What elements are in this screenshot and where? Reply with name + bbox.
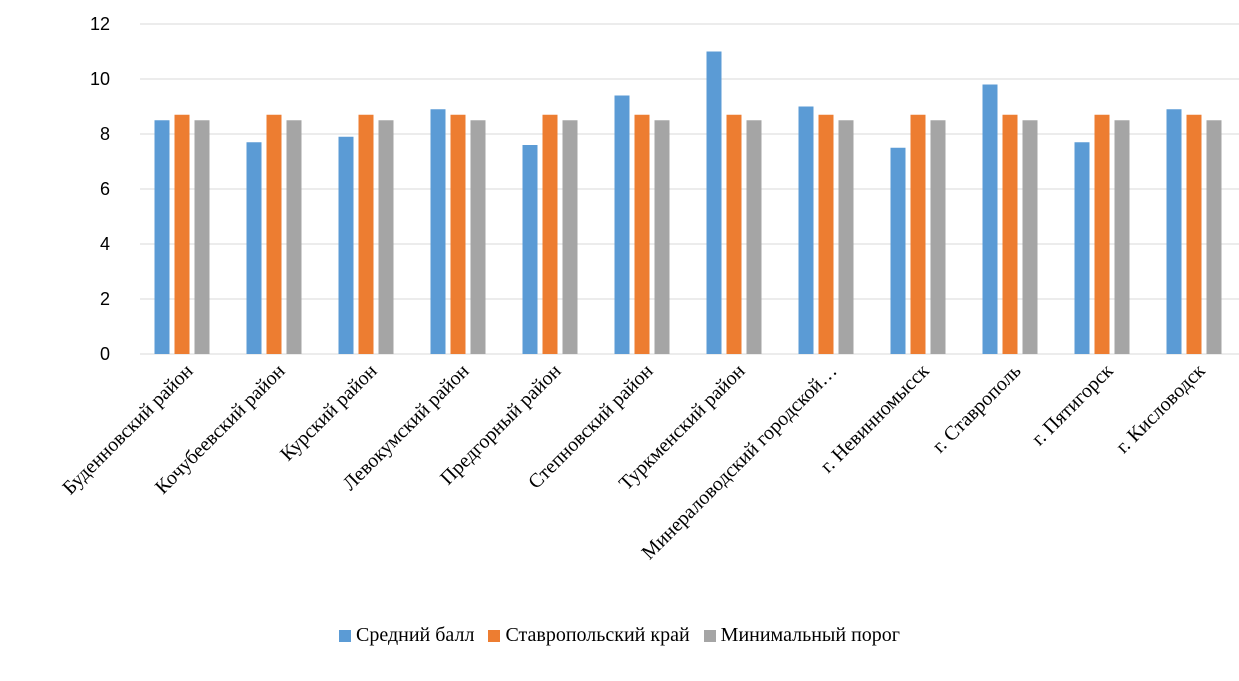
bar (562, 120, 578, 354)
bar (930, 120, 946, 354)
bar (1114, 120, 1130, 354)
bar (890, 147, 906, 354)
bar (614, 95, 630, 354)
bar (1002, 114, 1018, 354)
y-tick-label: 6 (100, 179, 110, 199)
legend-item: Минимальный порог (703, 624, 900, 647)
y-tick-label: 0 (100, 344, 110, 364)
bar (470, 120, 486, 354)
bar (154, 120, 170, 354)
bar (654, 120, 670, 354)
bar (1186, 114, 1202, 354)
legend-label: Средний балл (356, 624, 475, 646)
bar (286, 120, 302, 354)
x-category-label: Минераловодский городской… (637, 360, 841, 564)
legend-label: Минимальный порог (720, 624, 900, 646)
bar (246, 142, 262, 354)
x-category-label: г. Ставрополь (928, 360, 1025, 457)
bars (154, 51, 1222, 354)
legend-swatch (703, 629, 716, 642)
bar (818, 114, 834, 354)
bar (358, 114, 374, 354)
bar (838, 120, 854, 354)
y-tick-label: 10 (90, 69, 110, 89)
bar (522, 145, 538, 354)
legend-swatch (339, 629, 351, 642)
bar (1074, 142, 1090, 354)
y-axis-tick-labels: 0 2 4 6 8 10 12 (90, 14, 110, 364)
bar (430, 109, 446, 354)
bar (1022, 120, 1038, 354)
bar (798, 106, 814, 354)
x-category-label: г. Кисловодск (1112, 360, 1210, 458)
bar (174, 114, 190, 354)
bar (706, 51, 722, 354)
bar (542, 114, 558, 354)
x-category-label: Курский район (276, 360, 382, 466)
bar (450, 114, 466, 354)
bar (194, 120, 210, 354)
bar (338, 136, 354, 354)
x-category-label: г. Пятигорск (1027, 360, 1117, 450)
bar (1206, 120, 1222, 354)
legend-item: Средний балл (339, 624, 474, 647)
gridlines (140, 23, 1239, 355)
y-tick-label: 2 (100, 289, 110, 309)
bar (746, 120, 762, 354)
legend: Средний балл Ставропольский край Минимальн… (0, 624, 1239, 647)
bar (1166, 109, 1182, 354)
bar (982, 84, 998, 354)
bar (910, 114, 926, 354)
bar (378, 120, 394, 354)
bar (1094, 114, 1110, 354)
y-tick-label: 8 (100, 124, 110, 144)
bar (726, 114, 742, 354)
bar (634, 114, 650, 354)
y-tick-label: 12 (90, 14, 110, 34)
legend-swatch (488, 629, 501, 642)
bar (266, 114, 282, 354)
legend-label: Ставропольский край (505, 624, 690, 646)
y-tick-label: 4 (100, 234, 110, 254)
legend-item: Ставропольский край (488, 624, 690, 647)
